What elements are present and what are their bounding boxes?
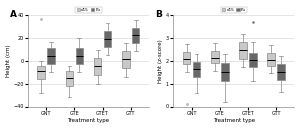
Legend: d15, Pu: d15, Pu xyxy=(75,7,101,13)
PathPatch shape xyxy=(66,71,73,86)
X-axis label: Treatment type: Treatment type xyxy=(213,118,255,123)
PathPatch shape xyxy=(104,31,111,47)
PathPatch shape xyxy=(193,62,200,77)
Legend: d15, Pu: d15, Pu xyxy=(221,7,247,13)
PathPatch shape xyxy=(211,51,219,63)
PathPatch shape xyxy=(277,64,285,80)
PathPatch shape xyxy=(239,42,247,59)
PathPatch shape xyxy=(132,28,140,43)
PathPatch shape xyxy=(38,66,45,79)
Y-axis label: Height (z-score): Height (z-score) xyxy=(158,39,163,83)
PathPatch shape xyxy=(249,53,257,67)
PathPatch shape xyxy=(221,63,229,81)
PathPatch shape xyxy=(94,58,101,75)
PathPatch shape xyxy=(183,52,190,64)
PathPatch shape xyxy=(267,53,275,66)
Y-axis label: Height (cm): Height (cm) xyxy=(6,45,10,77)
Text: A: A xyxy=(10,10,17,19)
PathPatch shape xyxy=(47,48,55,64)
PathPatch shape xyxy=(76,48,83,64)
PathPatch shape xyxy=(122,51,130,68)
X-axis label: Treatment type: Treatment type xyxy=(68,118,110,123)
Text: B: B xyxy=(155,10,162,19)
